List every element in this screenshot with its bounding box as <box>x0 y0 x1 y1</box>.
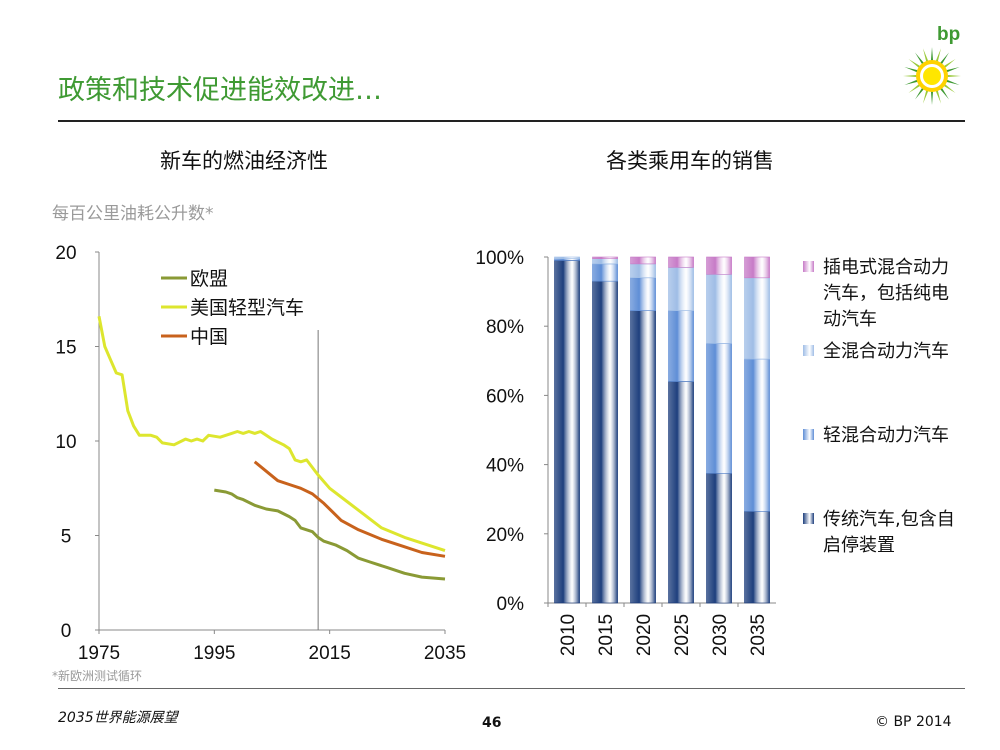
bar-segment-phev <box>592 256 618 260</box>
bar-segment-mild_hybrid <box>668 310 694 382</box>
footer-divider <box>58 688 965 689</box>
bp-helios-logo-icon <box>903 47 961 105</box>
series-line-eu <box>214 488 446 581</box>
y-tick-label: 5 <box>61 527 72 548</box>
bp-wordmark: bp <box>937 24 961 45</box>
bar-segment-phev <box>706 256 732 275</box>
page-number: 46 <box>482 715 502 731</box>
series-line-china <box>253 460 446 558</box>
copyright: © BP 2014 <box>875 714 952 730</box>
bar-segment-full_hybrid <box>554 256 580 260</box>
legend-label-phev: 插电式混合动力 汽车，包括纯电 动汽车 <box>823 257 949 330</box>
slide-title: 政策和技术促进能效改进… <box>58 75 382 106</box>
vehicle-sales-legend: 插电式混合动力 汽车，包括纯电 动汽车全混合动力汽车 轻混合动力汽车传统汽车,包含自启… <box>803 255 993 575</box>
y-tick-label: 100% <box>475 248 524 269</box>
y-tick-label: 15 <box>55 338 76 359</box>
y-tick-label: 60% <box>486 386 524 407</box>
bar-segment-full_hybrid <box>668 267 694 312</box>
series-line-us <box>97 316 446 553</box>
vehicle-sales-stacked-bar-chart: 0% 20% 40% 60% 80% 100% 2010 2015 2020 2025 2030 20… <box>475 248 776 656</box>
legend-swatch-conventional <box>803 513 814 524</box>
footnote: *新欧洲测试循环 <box>52 669 143 683</box>
y-tick-label: 20 <box>55 243 76 264</box>
fuel-economy-unit-label: 每百公里油耗公升数* <box>52 204 214 224</box>
bar-segment-conventional <box>554 260 580 604</box>
title-divider <box>58 120 965 122</box>
bar-segment-phev <box>744 256 770 279</box>
legend-label-us: 美国轻型汽车 <box>190 297 304 319</box>
y-tick-label: 20% <box>486 525 524 546</box>
bar-segment-conventional <box>630 310 656 604</box>
bar-segment-mild_hybrid <box>592 263 618 282</box>
vehicle-sales-chart-title: 各类乘用车的销售 <box>606 149 774 173</box>
bar-segment-full_hybrid <box>630 263 656 279</box>
fuel-economy-chart-title: 新车的燃油经济性 <box>160 149 328 173</box>
x-tick-label: 2010 <box>558 614 579 656</box>
bar-segment-full_hybrid <box>706 273 732 344</box>
legend-label-china: 中国 <box>190 326 228 348</box>
bar-segment-conventional <box>744 510 770 604</box>
x-tick-label: 2035 <box>424 643 466 664</box>
bar-segment-mild_hybrid <box>630 277 656 312</box>
x-tick-label: 1975 <box>78 643 120 664</box>
bar-segment-conventional <box>706 473 732 604</box>
y-tick-label: 10 <box>55 432 76 453</box>
bar-segment-mild_hybrid <box>744 358 770 512</box>
legend-label-mild_hybrid: 轻混合动力汽车 <box>823 425 949 446</box>
bar-segment-mild_hybrid <box>706 343 732 474</box>
legend-swatch-full_hybrid <box>803 345 814 356</box>
y-tick-label: 0 <box>61 621 72 642</box>
y-tick-label: 40% <box>486 456 524 477</box>
footer-title: 2035世界能源展望 <box>58 710 178 726</box>
y-tick-label: 0% <box>497 594 525 615</box>
legend-label-full_hybrid: 全混合动力汽车 <box>823 341 949 362</box>
x-tick-label: 2015 <box>309 643 351 664</box>
bar-segment-phev <box>668 256 694 268</box>
bar-segment-phev <box>630 256 656 265</box>
legend-label-conventional: 传统汽车,包含自 启停装置 <box>823 509 955 556</box>
legend-label-eu: 欧盟 <box>190 268 228 290</box>
bar-segment-conventional <box>592 280 618 604</box>
x-tick-label: 1995 <box>193 643 235 664</box>
bar-segment-full_hybrid <box>592 258 618 265</box>
x-tick-label: 2015 <box>596 614 617 656</box>
legend-swatch-mild_hybrid <box>803 429 814 440</box>
x-tick-label: 2025 <box>672 614 693 656</box>
x-tick-label: 2030 <box>710 614 731 656</box>
bar-segment-conventional <box>668 381 694 604</box>
y-tick-label: 80% <box>486 317 524 338</box>
bar-segment-full_hybrid <box>744 277 770 360</box>
x-tick-label: 2020 <box>634 614 655 656</box>
legend-swatch-phev <box>803 261 814 272</box>
x-tick-label: 2035 <box>748 614 769 656</box>
